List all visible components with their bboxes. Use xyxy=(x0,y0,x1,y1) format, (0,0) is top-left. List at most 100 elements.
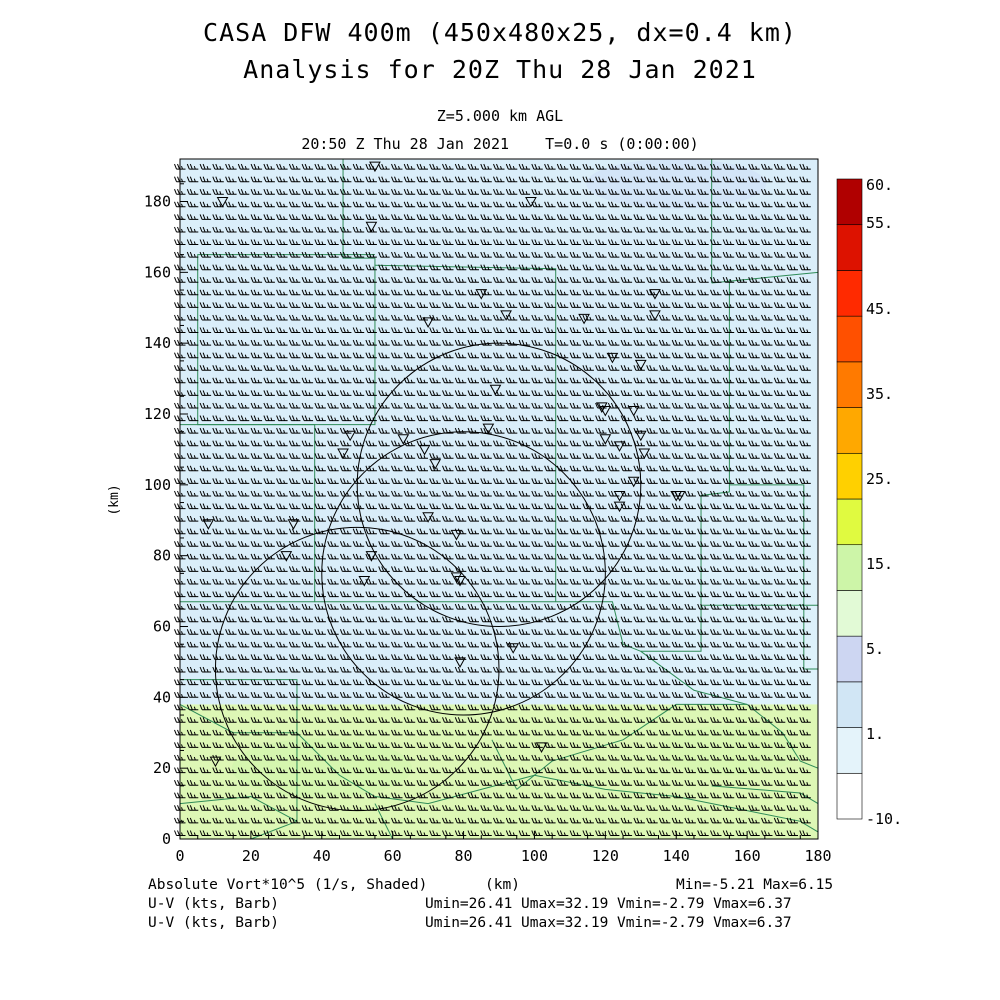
wind-barb xyxy=(250,767,263,774)
wind-barb xyxy=(467,377,479,384)
wind-barb xyxy=(658,717,671,723)
wind-barb xyxy=(314,327,326,333)
wind-barb xyxy=(722,490,735,497)
wind-barb xyxy=(237,277,250,283)
wind-barb xyxy=(225,692,237,698)
wind-barb xyxy=(263,805,275,811)
wind-barb xyxy=(505,490,518,497)
wind-barb xyxy=(442,277,454,283)
wind-barb xyxy=(761,377,773,384)
wind-barb xyxy=(761,679,773,686)
wind-barb xyxy=(442,302,454,308)
station-marker xyxy=(429,459,442,470)
wind-barb xyxy=(174,654,186,660)
wind-barb xyxy=(493,591,505,598)
wind-barb xyxy=(186,817,199,824)
wind-barb xyxy=(288,780,301,786)
wind-barb xyxy=(339,251,352,258)
wind-barb xyxy=(671,528,684,535)
wind-barb xyxy=(186,277,199,283)
wind-barb xyxy=(493,541,505,547)
wind-barb xyxy=(480,578,492,585)
wind-barb xyxy=(595,692,607,698)
wind-barb xyxy=(799,792,811,799)
wind-barb xyxy=(773,352,786,359)
wind-barb xyxy=(212,591,224,598)
wind-barb xyxy=(416,427,428,434)
wind-barb xyxy=(276,314,288,321)
wind-barb xyxy=(365,767,377,774)
wind-barb xyxy=(505,754,518,761)
wind-barb xyxy=(671,541,684,547)
wind-barb xyxy=(799,176,811,183)
wind-barb xyxy=(378,830,390,836)
wind-barb xyxy=(658,478,671,484)
wind-barb xyxy=(710,402,722,409)
wind-barb xyxy=(263,578,275,585)
wind-barb xyxy=(735,767,747,774)
wind-barb xyxy=(684,478,696,484)
wind-barb xyxy=(199,352,212,359)
wind-barb xyxy=(288,478,301,484)
wind-barb xyxy=(697,427,709,434)
wind-barb xyxy=(556,314,569,321)
wind-barb xyxy=(365,541,377,547)
wind-barb xyxy=(544,226,556,233)
wind-barb xyxy=(365,591,377,598)
wind-barb xyxy=(773,692,786,698)
wind-barb xyxy=(531,541,543,547)
wind-barb xyxy=(480,226,492,233)
wind-barb xyxy=(212,490,224,497)
wind-barb xyxy=(658,201,671,208)
wind-barb xyxy=(710,415,722,422)
wind-barb xyxy=(595,302,607,308)
wind-barb xyxy=(722,277,735,283)
wind-barb xyxy=(288,503,301,510)
wind-barb xyxy=(505,578,518,585)
wind-barb xyxy=(416,503,428,510)
wind-barb xyxy=(276,478,288,484)
wind-barb xyxy=(327,264,339,271)
wind-barb xyxy=(710,692,722,698)
wind-barb xyxy=(352,427,365,434)
wind-barb xyxy=(288,465,301,472)
wind-barb xyxy=(620,490,633,497)
wind-barb xyxy=(186,339,199,346)
wind-barb xyxy=(186,603,199,610)
wind-barb xyxy=(518,704,531,711)
wind-barb xyxy=(748,239,760,245)
wind-barb xyxy=(225,352,237,359)
wind-barb xyxy=(225,289,237,296)
station-marker xyxy=(422,512,434,523)
wind-barb xyxy=(365,201,377,208)
wind-barb xyxy=(518,453,531,459)
wind-barb xyxy=(454,503,467,510)
wind-barb xyxy=(595,792,607,799)
wind-barb xyxy=(403,390,416,396)
wind-barb xyxy=(684,729,696,736)
wind-barb xyxy=(314,302,326,308)
wind-barb xyxy=(735,314,747,321)
wind-barb xyxy=(633,654,645,660)
wind-barb xyxy=(595,578,607,585)
wind-barb xyxy=(352,201,365,208)
wind-barb xyxy=(327,490,339,497)
wind-barb xyxy=(761,553,773,560)
wind-barb xyxy=(365,742,377,748)
wind-barb xyxy=(658,692,671,698)
wind-barb xyxy=(697,226,709,233)
wind-barb xyxy=(722,201,735,208)
wind-barb xyxy=(467,226,479,233)
wind-barb xyxy=(799,163,811,170)
wind-barb xyxy=(212,566,224,572)
wind-barb xyxy=(225,239,237,245)
wind-barb xyxy=(748,629,760,635)
wind-barb xyxy=(416,415,428,422)
wind-barb xyxy=(633,201,645,208)
wind-barb xyxy=(773,729,786,736)
wind-barb xyxy=(531,453,543,459)
wind-barb xyxy=(454,805,467,811)
wind-barb xyxy=(199,616,212,623)
wind-barb xyxy=(301,654,314,660)
wind-barb xyxy=(531,365,543,371)
